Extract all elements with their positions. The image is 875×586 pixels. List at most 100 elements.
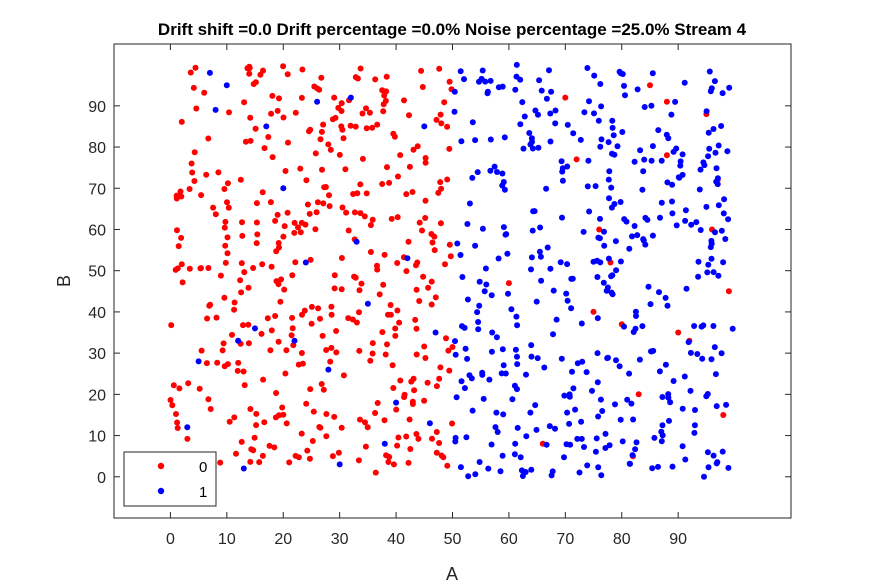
- data-point-series-0: [221, 224, 228, 231]
- data-point-series-1: [595, 234, 602, 241]
- data-point-series-0: [436, 440, 443, 446]
- data-point-series-1: [701, 162, 708, 169]
- data-point-series-0: [238, 260, 245, 267]
- data-point-series-0: [319, 166, 325, 173]
- data-point-series-1: [658, 428, 665, 435]
- data-point-series-0: [289, 272, 296, 279]
- data-point-series-1: [629, 452, 636, 459]
- data-point-series-1: [578, 320, 585, 327]
- data-point-series-1: [570, 130, 577, 137]
- data-point-series-1: [404, 255, 411, 262]
- data-point-series-1: [466, 200, 473, 207]
- data-point-series-1: [636, 356, 643, 363]
- data-point-series-0: [286, 459, 293, 466]
- data-point-series-1: [263, 123, 270, 130]
- data-point-series-1: [703, 203, 710, 210]
- x-tick-label: 0: [166, 531, 175, 548]
- data-point-series-0: [352, 274, 359, 281]
- data-point-series-1: [517, 454, 524, 461]
- data-point-series-1: [594, 379, 601, 386]
- data-point-series-1: [641, 156, 648, 163]
- data-point-series-0: [392, 332, 399, 339]
- data-point-series-0: [345, 227, 352, 234]
- data-point-series-0: [234, 367, 241, 374]
- data-point-series-1: [729, 325, 736, 332]
- data-point-series-0: [177, 188, 184, 195]
- data-point-series-0: [422, 159, 429, 166]
- data-point-series-1: [594, 274, 601, 280]
- data-point-series-0: [292, 259, 299, 266]
- data-point-series-1: [499, 346, 506, 353]
- data-point-series-0: [406, 112, 412, 119]
- data-point-series-1: [514, 424, 521, 431]
- data-point-series-1: [627, 460, 633, 467]
- data-point-series-0: [198, 347, 205, 354]
- data-point-series-0: [359, 110, 366, 117]
- data-point-series-1: [302, 259, 309, 266]
- data-point-series-1: [691, 429, 698, 436]
- data-point-series-1: [353, 238, 360, 245]
- data-point-series-1: [657, 214, 663, 221]
- data-point-series-1: [642, 214, 649, 221]
- data-point-series-1: [543, 185, 550, 192]
- data-point-series-0: [247, 137, 254, 144]
- data-point-series-0: [308, 303, 315, 310]
- data-point-series-1: [475, 326, 482, 333]
- data-point-series-0: [231, 306, 238, 313]
- data-point-series-1: [659, 422, 666, 429]
- data-point-series-0: [390, 130, 397, 137]
- data-point-series-1: [479, 67, 486, 74]
- data-point-series-0: [438, 452, 445, 459]
- data-point-series-0: [413, 351, 420, 358]
- data-point-series-0: [266, 442, 273, 449]
- data-point-series-0: [174, 265, 181, 272]
- x-tick-label: 60: [500, 531, 518, 548]
- data-point-series-1: [480, 395, 487, 402]
- data-point-series-0: [178, 234, 185, 241]
- data-point-series-0: [231, 299, 238, 306]
- data-point-series-1: [700, 322, 707, 329]
- data-point-series-0: [386, 179, 393, 186]
- data-point-series-1: [569, 368, 575, 375]
- data-point-series-0: [241, 99, 248, 106]
- data-point-series-1: [517, 121, 524, 128]
- data-point-series-1: [538, 87, 545, 94]
- data-point-series-1: [381, 440, 388, 447]
- data-point-series-1: [195, 358, 202, 365]
- data-point-series-1: [505, 290, 511, 297]
- data-point-series-1: [718, 227, 725, 234]
- data-point-series-1: [481, 288, 488, 295]
- data-point-series-1: [534, 355, 541, 362]
- data-point-series-0: [207, 406, 214, 412]
- data-point-series-1: [616, 68, 623, 75]
- data-point-series-0: [340, 135, 347, 142]
- data-point-series-1: [710, 126, 717, 132]
- data-point-series-1: [634, 232, 641, 239]
- data-point-series-1: [530, 208, 537, 215]
- data-point-series-1: [624, 396, 631, 403]
- data-point-series-0: [380, 281, 387, 288]
- data-point-series-1: [681, 373, 688, 380]
- data-point-series-1: [494, 429, 501, 435]
- data-point-series-0: [361, 213, 368, 220]
- data-point-series-0: [393, 406, 400, 413]
- data-point-series-1: [528, 466, 535, 473]
- data-point-series-0: [433, 449, 440, 456]
- data-point-series-1: [669, 210, 676, 217]
- data-point-series-1: [457, 68, 464, 75]
- data-point-series-0: [203, 171, 210, 178]
- data-point-series-0: [343, 209, 350, 216]
- data-point-series-0: [318, 74, 325, 81]
- data-point-series-1: [598, 103, 605, 110]
- data-point-series-0: [432, 294, 439, 301]
- data-point-series-0: [446, 78, 453, 85]
- data-point-series-0: [413, 325, 420, 332]
- data-point-series-0: [204, 315, 211, 322]
- data-point-series-1: [710, 452, 717, 459]
- data-point-series-0: [364, 424, 371, 431]
- data-point-series-1: [432, 329, 439, 336]
- data-point-series-0: [235, 359, 242, 366]
- data-point-series-0: [312, 226, 319, 233]
- data-point-series-1: [459, 274, 466, 280]
- data-point-series-1: [649, 232, 656, 239]
